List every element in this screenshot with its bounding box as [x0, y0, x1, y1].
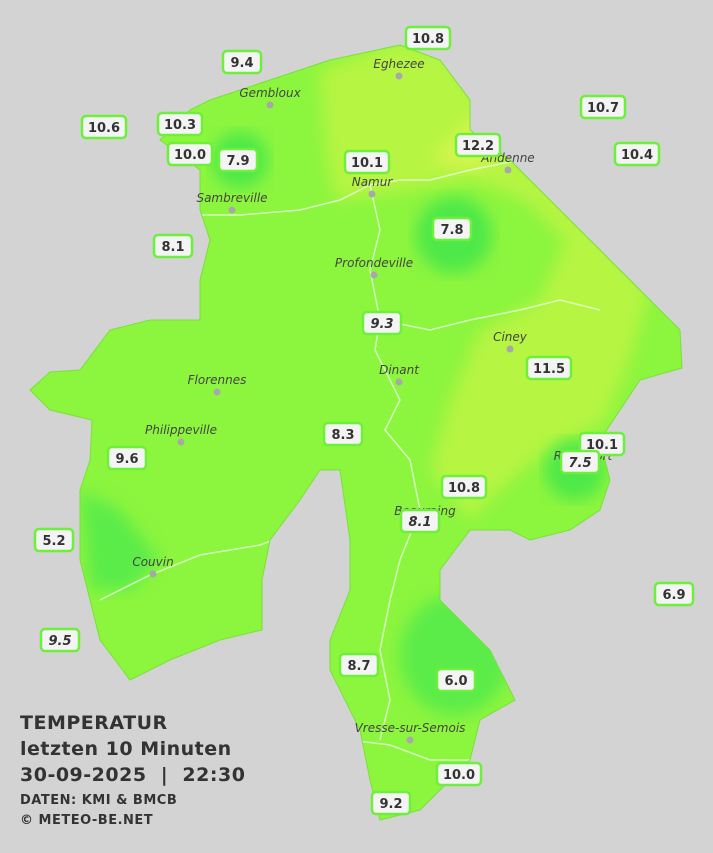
warm-zone	[320, 45, 650, 520]
station-box	[431, 216, 473, 242]
station-value: 11.5	[533, 362, 565, 377]
town-dot	[370, 271, 378, 279]
station-box	[559, 449, 601, 475]
town-dot	[149, 570, 157, 578]
town-dot	[406, 736, 414, 744]
cold-zone	[80, 490, 160, 590]
town-dot	[395, 378, 403, 386]
station-value: 12.2	[462, 139, 494, 154]
river	[379, 299, 601, 331]
river	[369, 184, 421, 741]
station-value: 8.7	[347, 659, 370, 674]
station-value: 6.0	[444, 674, 467, 689]
town-name: Eghezee	[373, 57, 424, 71]
station-value: 9.5	[48, 634, 71, 649]
station-value: 10.4	[621, 148, 653, 163]
station-box	[33, 527, 75, 553]
town-name: Sambreville	[196, 191, 267, 205]
station-box	[404, 25, 452, 51]
station-box	[166, 141, 214, 167]
station-value: 9.2	[379, 797, 402, 812]
town-name: Dinant	[379, 363, 420, 377]
station-value: 8.3	[331, 428, 354, 443]
station-box	[440, 474, 488, 500]
town-name: Philippeville	[145, 423, 217, 437]
town-dot	[177, 438, 185, 446]
station-value: 9.6	[115, 452, 138, 467]
station-box	[525, 355, 573, 381]
station-box	[435, 667, 477, 693]
station-box	[156, 111, 204, 137]
station-box	[39, 627, 81, 653]
town-name: Ciney	[493, 330, 528, 344]
station-value: 10.0	[174, 148, 206, 163]
town-name: Namur	[352, 175, 394, 189]
station-box	[152, 233, 194, 259]
town-name: Florennes	[188, 373, 247, 387]
station-value: 10.1	[351, 156, 383, 171]
town-name: Vresse-sur-Semois	[355, 721, 466, 735]
station-box	[370, 790, 412, 816]
station-value: 10.8	[448, 481, 480, 496]
station-box	[221, 49, 263, 75]
town-dot	[266, 101, 274, 109]
timestamp: 30-09-2025 | 22:30	[20, 764, 245, 786]
station-value: 10.3	[164, 118, 196, 133]
station-box	[80, 114, 128, 140]
station-value: 5.2	[42, 534, 65, 549]
period: letzten 10 Minuten	[20, 738, 232, 760]
station-box	[653, 581, 695, 607]
station-box	[578, 431, 626, 457]
source: DATEN: KMI & BMCB	[20, 793, 177, 808]
station-value: 7.8	[440, 223, 463, 238]
station-box	[361, 310, 403, 336]
station-value: 8.1	[408, 515, 431, 530]
town-dot	[506, 345, 514, 353]
town-dot	[395, 72, 403, 80]
river	[349, 739, 470, 761]
river	[200, 149, 561, 216]
station-box	[217, 147, 259, 173]
town-dot	[228, 206, 236, 214]
town-name: Profondeville	[335, 256, 413, 270]
town-name: Couvin	[132, 555, 173, 569]
station-box	[338, 652, 380, 678]
station-value: 10.7	[587, 101, 619, 116]
rivers	[99, 149, 601, 761]
town-dot	[213, 388, 221, 396]
station-value: 8.1	[161, 240, 184, 255]
station-value: 6.9	[662, 588, 685, 603]
station-box	[399, 508, 441, 534]
town-dot	[368, 190, 376, 198]
station-value: 10.8	[412, 32, 444, 47]
station-box	[106, 445, 148, 471]
stations: 10.8 9.4 10.6 10.3 10.0 7.9 10.1 12.2 10.7 10.4 7.…	[33, 25, 695, 816]
station-value: 10.0	[443, 768, 475, 783]
station-value: 7.5	[568, 456, 591, 471]
town-name: Gembloux	[239, 86, 301, 100]
station-value: 9.3	[370, 317, 393, 332]
station-value: 10.6	[88, 121, 120, 136]
title: TEMPERATUR	[20, 712, 168, 734]
station-box	[579, 94, 627, 120]
town-dot	[504, 166, 512, 174]
copyright: © METEO-BE.NET	[20, 813, 153, 828]
station-value: 9.4	[230, 56, 253, 71]
station-box	[343, 149, 391, 175]
station-box	[322, 421, 364, 447]
station-value: 7.9	[226, 154, 249, 169]
station-box	[435, 761, 483, 787]
station-box	[454, 132, 502, 158]
station-box	[613, 141, 661, 167]
station-value: 10.1	[586, 438, 618, 453]
